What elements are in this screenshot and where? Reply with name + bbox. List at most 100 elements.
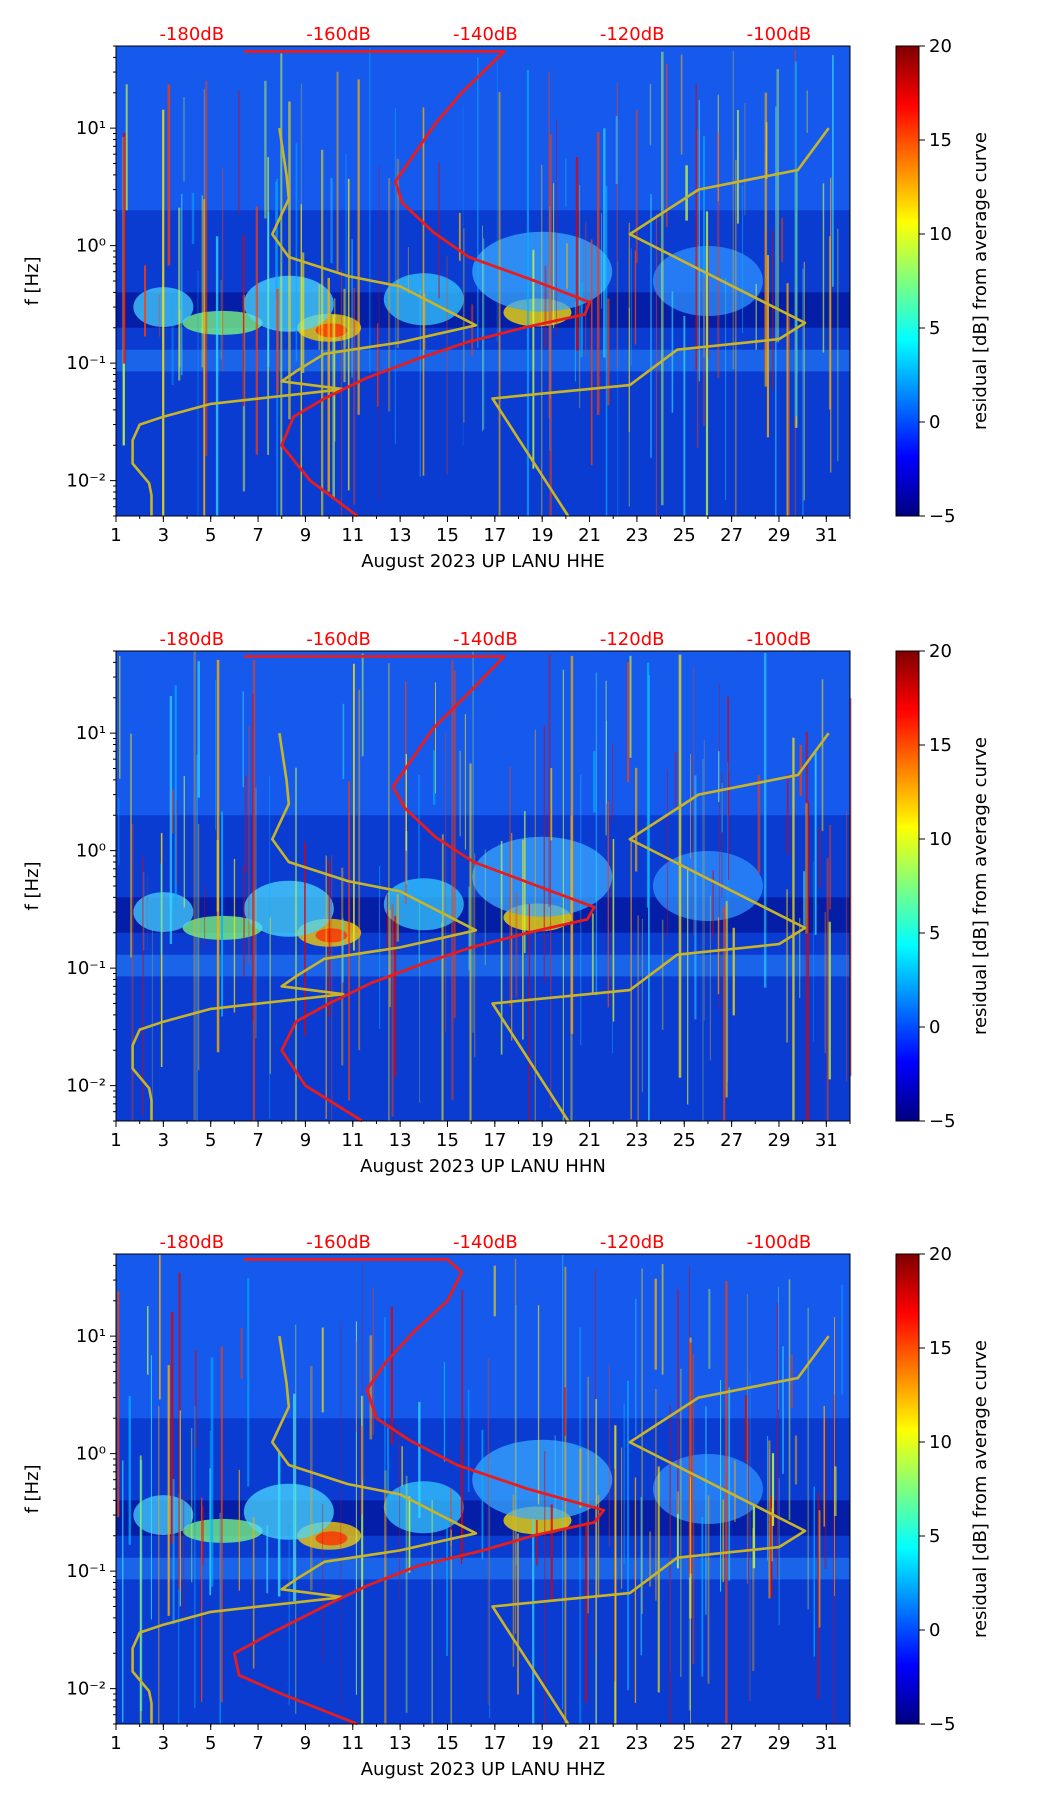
- event-stripe: [752, 1506, 756, 1569]
- event-stripe: [266, 1525, 269, 1594]
- event-stripe: [348, 781, 350, 1101]
- event-stripe: [528, 903, 530, 1121]
- event-stripe: [585, 1521, 588, 1703]
- event-stripe: [788, 1279, 791, 1521]
- event-stripe: [690, 1476, 691, 1724]
- event-stripe: [171, 294, 174, 386]
- event-stripe: [641, 918, 643, 1093]
- x-tick-label: 13: [389, 525, 412, 546]
- y-tick-label: 10⁻¹: [66, 958, 106, 979]
- db-scale-label: -160dB: [306, 1232, 371, 1253]
- event-stripe: [703, 740, 705, 1021]
- event-stripe: [461, 1290, 464, 1560]
- event-stripe: [822, 183, 825, 353]
- x-tick-label: 29: [768, 1130, 791, 1151]
- x-tick-label: 3: [158, 1130, 169, 1151]
- event-stripe: [649, 84, 652, 146]
- event-stripe: [162, 109, 165, 516]
- y-tick-label: 10⁻²: [66, 1679, 106, 1700]
- event-stripe: [805, 732, 809, 1121]
- event-stripe: [150, 1355, 152, 1620]
- event-stripe: [407, 247, 409, 294]
- event-stripe: [362, 1262, 363, 1480]
- event-stripe: [841, 1284, 844, 1395]
- event-stripe: [122, 132, 126, 364]
- x-tick-label: 9: [300, 525, 311, 546]
- event-stripe: [532, 249, 535, 469]
- event-stripe: [641, 1268, 643, 1614]
- event-stripe: [803, 261, 805, 501]
- x-tick-label: 21: [578, 1733, 601, 1754]
- event-stripe: [627, 662, 630, 782]
- event-stripe: [635, 109, 638, 264]
- event-stripe: [280, 53, 283, 517]
- event-stripe: [158, 1406, 160, 1724]
- db-scale-label: -140dB: [453, 24, 518, 45]
- event-stripe: [565, 158, 567, 207]
- event-stripe: [300, 204, 302, 516]
- event-stripe: [786, 774, 789, 855]
- x-tick-label: 5: [205, 1733, 216, 1754]
- event-stripe: [512, 1494, 515, 1667]
- event-stripe: [757, 775, 761, 874]
- event-stripe: [717, 132, 720, 379]
- event-stripe: [725, 901, 728, 1098]
- x-axis-label: August 2023 UP LANU HHZ: [361, 1759, 606, 1780]
- energy-blob: [133, 892, 194, 933]
- event-stripe: [553, 183, 555, 329]
- event-stripe: [310, 1366, 313, 1591]
- event-stripe: [556, 119, 557, 335]
- event-stripe: [252, 1517, 255, 1669]
- colorbar-tick-label: 10: [929, 829, 952, 850]
- event-stripe: [728, 1387, 731, 1581]
- high-noise-model-line: [491, 127, 830, 517]
- event-stripe: [517, 1533, 519, 1695]
- event-stripe: [174, 685, 177, 909]
- colorbar-tick-label: 15: [929, 1338, 952, 1359]
- colorbar-tick-label: 0: [929, 1620, 940, 1641]
- event-stripe: [712, 870, 714, 938]
- x-tick-label: 23: [625, 1733, 648, 1754]
- colorbar-tick-label: −5: [929, 1714, 956, 1735]
- event-stripe: [703, 136, 705, 358]
- event-stripe: [117, 1291, 120, 1518]
- event-stripe: [394, 915, 397, 1077]
- event-stripe: [451, 660, 454, 1101]
- y-tick-label: 10⁻¹: [66, 1561, 106, 1582]
- event-stripe: [745, 1395, 748, 1462]
- event-stripe: [216, 659, 220, 1053]
- event-stripe: [720, 1380, 722, 1592]
- event-stripe: [794, 1435, 798, 1485]
- event-stripe: [467, 1389, 470, 1492]
- x-tick-label: 27: [720, 1130, 743, 1151]
- event-stripe: [725, 1281, 728, 1724]
- event-stripe: [661, 51, 664, 506]
- event-stripe: [674, 752, 677, 809]
- event-stripe: [570, 655, 574, 1034]
- event-stripe: [698, 100, 700, 382]
- event-stripe: [331, 855, 333, 1121]
- event-stripe: [419, 288, 421, 477]
- event-stripe: [635, 767, 638, 872]
- event-stripe: [627, 1380, 629, 1691]
- event-stripe: [147, 1306, 149, 1375]
- event-stripe: [690, 754, 691, 859]
- event-stripe: [498, 92, 501, 516]
- x-tick-label: 7: [252, 1733, 263, 1754]
- event-stripe: [549, 206, 551, 451]
- db-scale-label: -180dB: [159, 629, 224, 650]
- db-scale-label: -160dB: [306, 629, 371, 650]
- event-stripe: [580, 282, 583, 358]
- event-stripe: [650, 194, 652, 458]
- event-stripe: [794, 61, 797, 417]
- x-tick-label: 19: [531, 1733, 554, 1754]
- event-stripe: [611, 743, 614, 821]
- event-stripe: [264, 80, 267, 219]
- event-stripe: [500, 841, 503, 1055]
- x-tick-label: 15: [436, 525, 459, 546]
- event-stripe: [360, 1426, 363, 1515]
- event-stripe: [450, 1529, 452, 1724]
- event-stripe: [221, 811, 223, 1017]
- event-stripe: [288, 101, 291, 420]
- event-stripe: [142, 856, 144, 1117]
